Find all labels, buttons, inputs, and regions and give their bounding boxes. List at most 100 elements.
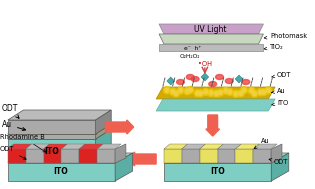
Text: ODT: ODT: [2, 104, 19, 118]
Polygon shape: [164, 153, 289, 163]
Circle shape: [188, 88, 192, 92]
Circle shape: [209, 91, 213, 95]
Text: ODT: ODT: [269, 159, 288, 165]
Circle shape: [248, 87, 255, 94]
Polygon shape: [8, 144, 32, 149]
Circle shape: [215, 91, 218, 95]
Circle shape: [232, 90, 239, 97]
Text: TiO₂: TiO₂: [264, 44, 284, 50]
Circle shape: [253, 92, 256, 96]
Text: Photomask: Photomask: [264, 33, 307, 39]
Text: ODT: ODT: [0, 146, 26, 159]
Text: ITO: ITO: [53, 167, 68, 177]
Circle shape: [251, 90, 258, 97]
Ellipse shape: [191, 77, 199, 81]
Circle shape: [169, 88, 176, 95]
Text: O₂H₂O₂: O₂H₂O₂: [180, 53, 201, 59]
Polygon shape: [253, 144, 277, 149]
Polygon shape: [8, 163, 115, 181]
Polygon shape: [182, 144, 205, 149]
Polygon shape: [8, 129, 111, 139]
Polygon shape: [8, 139, 96, 161]
Circle shape: [204, 90, 208, 94]
Polygon shape: [218, 149, 235, 163]
Ellipse shape: [186, 74, 194, 80]
Circle shape: [185, 89, 189, 93]
Polygon shape: [200, 149, 218, 163]
Polygon shape: [97, 149, 115, 163]
Polygon shape: [235, 144, 259, 149]
Polygon shape: [218, 144, 241, 149]
Polygon shape: [8, 120, 96, 134]
Circle shape: [226, 88, 233, 95]
Circle shape: [187, 87, 194, 94]
Circle shape: [213, 90, 220, 97]
Polygon shape: [79, 149, 97, 163]
Polygon shape: [96, 110, 111, 134]
Circle shape: [197, 90, 204, 97]
Circle shape: [217, 89, 224, 96]
Ellipse shape: [177, 80, 184, 84]
Text: ITO: ITO: [210, 167, 225, 177]
Polygon shape: [235, 75, 243, 83]
Polygon shape: [97, 144, 121, 149]
Polygon shape: [43, 144, 67, 149]
Circle shape: [261, 88, 267, 95]
Circle shape: [171, 90, 175, 94]
Circle shape: [184, 88, 191, 95]
Polygon shape: [8, 149, 26, 163]
Circle shape: [266, 88, 270, 92]
Polygon shape: [271, 144, 282, 163]
Circle shape: [173, 90, 180, 97]
Text: Rhodamine B: Rhodamine B: [0, 134, 46, 152]
Polygon shape: [26, 149, 43, 163]
Polygon shape: [159, 24, 263, 34]
Polygon shape: [8, 124, 111, 134]
Circle shape: [208, 89, 215, 96]
Polygon shape: [115, 153, 133, 181]
Polygon shape: [115, 144, 126, 163]
Circle shape: [228, 90, 232, 94]
Polygon shape: [43, 149, 61, 163]
Polygon shape: [235, 149, 253, 163]
Polygon shape: [8, 110, 111, 120]
Circle shape: [241, 87, 248, 94]
Polygon shape: [200, 144, 223, 149]
Circle shape: [265, 87, 272, 94]
Text: Au: Au: [272, 88, 286, 94]
Ellipse shape: [209, 81, 217, 87]
Polygon shape: [8, 124, 111, 134]
Polygon shape: [156, 99, 275, 111]
Circle shape: [177, 87, 184, 94]
Polygon shape: [182, 149, 200, 163]
Ellipse shape: [225, 78, 233, 84]
Polygon shape: [26, 144, 49, 149]
Polygon shape: [61, 149, 79, 163]
Ellipse shape: [215, 74, 223, 80]
FancyArrow shape: [206, 115, 220, 136]
Polygon shape: [164, 144, 188, 149]
Polygon shape: [156, 87, 275, 99]
Circle shape: [259, 90, 262, 94]
Polygon shape: [201, 73, 209, 81]
Text: Au: Au: [254, 138, 269, 149]
Polygon shape: [8, 153, 133, 163]
Circle shape: [218, 91, 222, 94]
Polygon shape: [8, 134, 96, 139]
Polygon shape: [79, 144, 103, 149]
Circle shape: [165, 88, 169, 92]
Circle shape: [163, 87, 170, 94]
Text: ITO: ITO: [44, 147, 59, 156]
Circle shape: [242, 88, 246, 92]
Circle shape: [234, 92, 238, 96]
FancyArrow shape: [106, 120, 134, 134]
Polygon shape: [96, 129, 111, 161]
Polygon shape: [164, 149, 182, 163]
Text: ITO: ITO: [272, 100, 288, 106]
Circle shape: [174, 91, 178, 95]
Polygon shape: [253, 149, 271, 163]
Polygon shape: [164, 163, 271, 181]
Circle shape: [179, 88, 183, 93]
Circle shape: [222, 87, 229, 94]
Circle shape: [198, 91, 203, 95]
